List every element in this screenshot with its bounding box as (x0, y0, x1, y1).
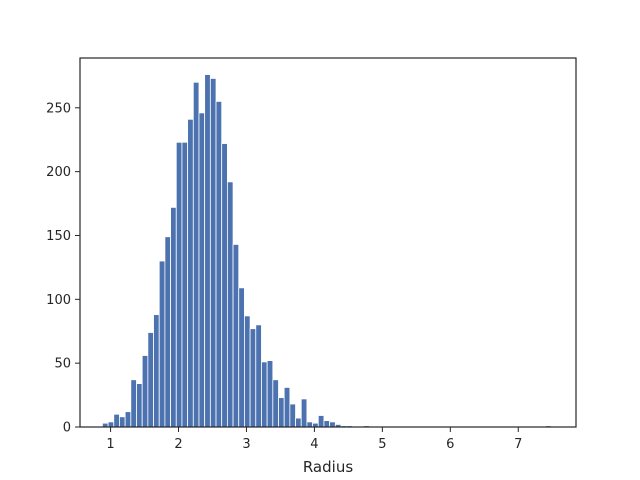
histogram-bar (255, 324, 262, 428)
y-tick-label: 150 (46, 229, 71, 244)
histogram-bar (158, 260, 166, 428)
histogram-bar (289, 403, 296, 428)
histogram-bar (192, 81, 200, 428)
histogram-bar (317, 415, 325, 428)
histogram-bar (141, 355, 149, 428)
x-tick-label: 4 (310, 437, 318, 452)
histogram-bars (102, 74, 552, 428)
x-tick-label: 5 (378, 437, 386, 452)
histogram-bar (215, 101, 223, 428)
x-tick-label: 7 (514, 437, 522, 452)
histogram-bar (130, 379, 137, 428)
histogram-bar (147, 332, 154, 428)
plot-frame (79, 57, 577, 428)
y-tick-label: 50 (54, 357, 71, 372)
histogram-bar (209, 78, 217, 428)
x-tick-label: 2 (174, 437, 182, 452)
x-axis-ticks: 1 2 3 4 5 6 7 (106, 427, 522, 452)
histogram-bar (187, 118, 194, 428)
histogram-bar (221, 143, 228, 428)
histogram-bar (278, 397, 285, 428)
histogram-bar (261, 361, 268, 428)
histogram-bar (107, 421, 115, 428)
y-tick-label: 100 (46, 293, 71, 308)
histogram-bar (306, 421, 313, 428)
x-tick-label: 6 (446, 437, 454, 452)
histogram-bar (198, 112, 206, 428)
histogram-bar (272, 379, 279, 428)
histogram-bar (136, 383, 143, 428)
histogram-bar (249, 328, 257, 428)
histogram-bar (226, 181, 234, 428)
histogram-bar (153, 314, 160, 428)
histogram-bar (175, 141, 183, 428)
histogram-bar (204, 74, 211, 428)
histogram-bar (266, 360, 274, 428)
histogram-bar (119, 416, 126, 428)
histogram-bar (238, 287, 245, 428)
histogram-bar (329, 421, 336, 428)
histogram-bar (113, 413, 120, 428)
y-tick-label: 250 (46, 101, 71, 116)
histogram-bar (170, 206, 177, 428)
histogram-bar (124, 411, 132, 428)
histogram-bar (164, 236, 171, 428)
y-axis-ticks: 0 50 100 150 200 250 (46, 101, 80, 436)
histogram-bar (283, 387, 291, 428)
y-tick-label: 200 (46, 165, 71, 180)
y-tick-label: 0 (63, 421, 71, 436)
histogram-bar (300, 398, 308, 428)
x-tick-label: 3 (242, 437, 250, 452)
x-axis-label: Radius (303, 458, 353, 476)
histogram-bar (295, 417, 302, 428)
histogram-bar (323, 420, 331, 428)
x-tick-label: 1 (106, 437, 114, 452)
histogram-bar (244, 315, 251, 428)
histogram-bar (232, 244, 240, 428)
histogram-bar (181, 141, 189, 428)
